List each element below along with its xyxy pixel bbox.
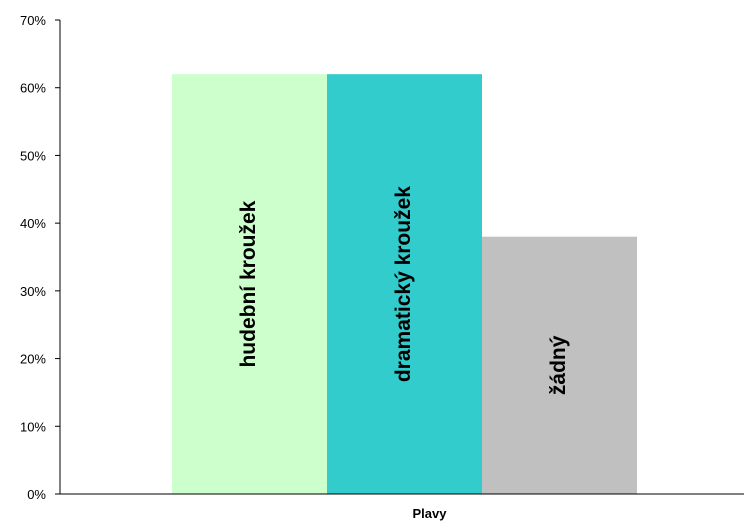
bar bbox=[482, 236, 637, 494]
y-tick-label: 40% bbox=[20, 216, 46, 231]
bars bbox=[172, 74, 637, 495]
bar-labels: hudební kroužek dramatický kroužek žádný bbox=[237, 186, 570, 395]
y-tick-label: 20% bbox=[20, 352, 46, 367]
y-tick-label: 50% bbox=[20, 148, 46, 163]
y-tick-label: 10% bbox=[20, 419, 46, 434]
bar bbox=[327, 74, 482, 495]
bar-series-label: žádný bbox=[547, 335, 570, 395]
bar-series-label: dramatický kroužek bbox=[392, 186, 415, 382]
y-tick-label: 0% bbox=[27, 487, 46, 502]
y-tick-label: 70% bbox=[20, 13, 46, 28]
y-tick-label: 30% bbox=[20, 284, 46, 299]
bar-series-label: hudební kroužek bbox=[237, 200, 260, 367]
y-axis-ticks: 0% 10% 20% 30% 40% 50% 60% 70% bbox=[20, 13, 60, 502]
x-category-label: Plavy bbox=[413, 506, 448, 521]
bar bbox=[172, 74, 327, 495]
y-tick-label: 60% bbox=[20, 81, 46, 96]
